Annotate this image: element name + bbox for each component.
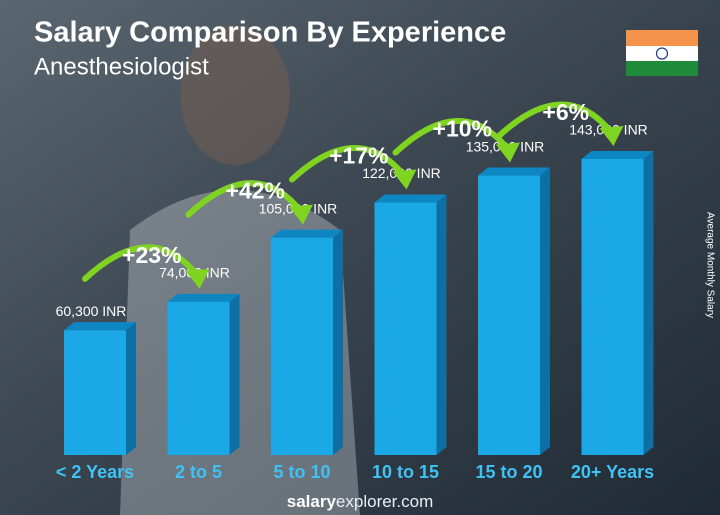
- footer-brand: salary: [287, 492, 337, 511]
- flag-wheel: [655, 47, 669, 60]
- change-arrowhead: [289, 204, 313, 225]
- bar-top: [581, 150, 654, 159]
- change-arrow: [289, 145, 409, 183]
- change-label: +23%: [122, 242, 181, 268]
- x-tick-label: < 2 Years: [56, 462, 134, 482]
- flag-stripe: [626, 61, 698, 76]
- bar-top: [64, 322, 136, 331]
- chart-subtitle: Anesthesiologist: [34, 53, 209, 80]
- y-axis-label: Average Monthly Salary: [704, 212, 715, 318]
- flag-stripe: [626, 46, 698, 61]
- bar-top: [478, 167, 550, 176]
- bar-top: [374, 194, 447, 203]
- flag-stripe: [626, 30, 698, 46]
- value-label: 60,300 INR: [56, 303, 127, 319]
- chart-title: Salary Comparison By Experience: [34, 17, 506, 49]
- bar: [271, 237, 333, 455]
- bar-side: [229, 293, 240, 455]
- change-arrowhead: [185, 268, 210, 289]
- x-tick-label: 15 to 20: [475, 462, 542, 482]
- bar: [64, 330, 126, 455]
- change-arrow: [185, 180, 305, 218]
- bar-side: [643, 150, 654, 456]
- bar: [374, 202, 437, 455]
- change-arrowhead: [392, 169, 417, 190]
- bar-side: [540, 167, 550, 456]
- bar-side: [333, 229, 343, 455]
- change-arrow: [82, 244, 202, 282]
- change-arrowhead: [599, 125, 624, 146]
- bar: [581, 158, 644, 456]
- change-arrowhead: [496, 142, 520, 163]
- bar-top: [271, 229, 343, 238]
- footer-domain: explorer.com: [336, 492, 433, 511]
- bar: [478, 175, 540, 456]
- change-label: +6%: [542, 99, 589, 125]
- change-label: +17%: [329, 143, 388, 169]
- bar-side: [126, 322, 136, 455]
- bar: [167, 301, 230, 455]
- x-tick-label: 10 to 15: [372, 462, 439, 482]
- bar-side: [436, 194, 447, 455]
- change-label: +42%: [226, 178, 285, 204]
- flag: [626, 30, 698, 76]
- photo-face: [180, 25, 290, 165]
- bar-top: [167, 293, 240, 302]
- x-tick-label: 5 to 10: [273, 462, 330, 482]
- change-arrow: [496, 101, 616, 139]
- x-tick-label: 20+ Years: [571, 462, 654, 482]
- change-label: +10%: [433, 116, 492, 142]
- x-tick-label: 2 to 5: [175, 462, 222, 482]
- footer: salaryexplorer.com: [287, 492, 434, 511]
